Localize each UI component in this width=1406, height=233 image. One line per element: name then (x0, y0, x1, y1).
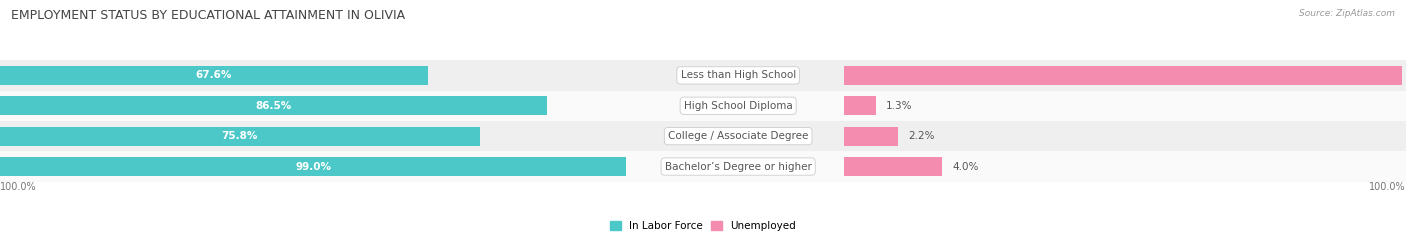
Bar (0, 151, 1406, 182)
Bar (0, 96, 547, 115)
Text: 67.6%: 67.6% (195, 70, 232, 80)
Bar (844, 157, 942, 176)
Text: 86.5%: 86.5% (256, 101, 292, 111)
Text: High School Diploma: High School Diploma (683, 101, 793, 111)
Bar (0, 66, 427, 85)
Text: 4.0%: 4.0% (953, 161, 979, 171)
Text: Bachelor’s Degree or higher: Bachelor’s Degree or higher (665, 161, 811, 171)
Bar (0, 91, 1406, 121)
Text: Source: ZipAtlas.com: Source: ZipAtlas.com (1299, 9, 1395, 18)
Text: 1.3%: 1.3% (886, 101, 912, 111)
Text: 100.0%: 100.0% (1369, 182, 1406, 192)
Legend: In Labor Force, Unemployed: In Labor Force, Unemployed (606, 217, 800, 233)
Text: 75.8%: 75.8% (222, 131, 257, 141)
Bar (0, 121, 1406, 151)
Text: Less than High School: Less than High School (681, 70, 796, 80)
Bar (844, 96, 876, 115)
Text: College / Associate Degree: College / Associate Degree (668, 131, 808, 141)
Bar (0, 60, 1406, 91)
Bar (0, 127, 479, 146)
Bar (844, 66, 1402, 85)
Bar (0, 157, 626, 176)
Text: 99.0%: 99.0% (295, 161, 332, 171)
Text: 2.2%: 2.2% (908, 131, 935, 141)
Bar (844, 127, 898, 146)
Text: 100.0%: 100.0% (0, 182, 37, 192)
Text: EMPLOYMENT STATUS BY EDUCATIONAL ATTAINMENT IN OLIVIA: EMPLOYMENT STATUS BY EDUCATIONAL ATTAINM… (11, 9, 405, 22)
